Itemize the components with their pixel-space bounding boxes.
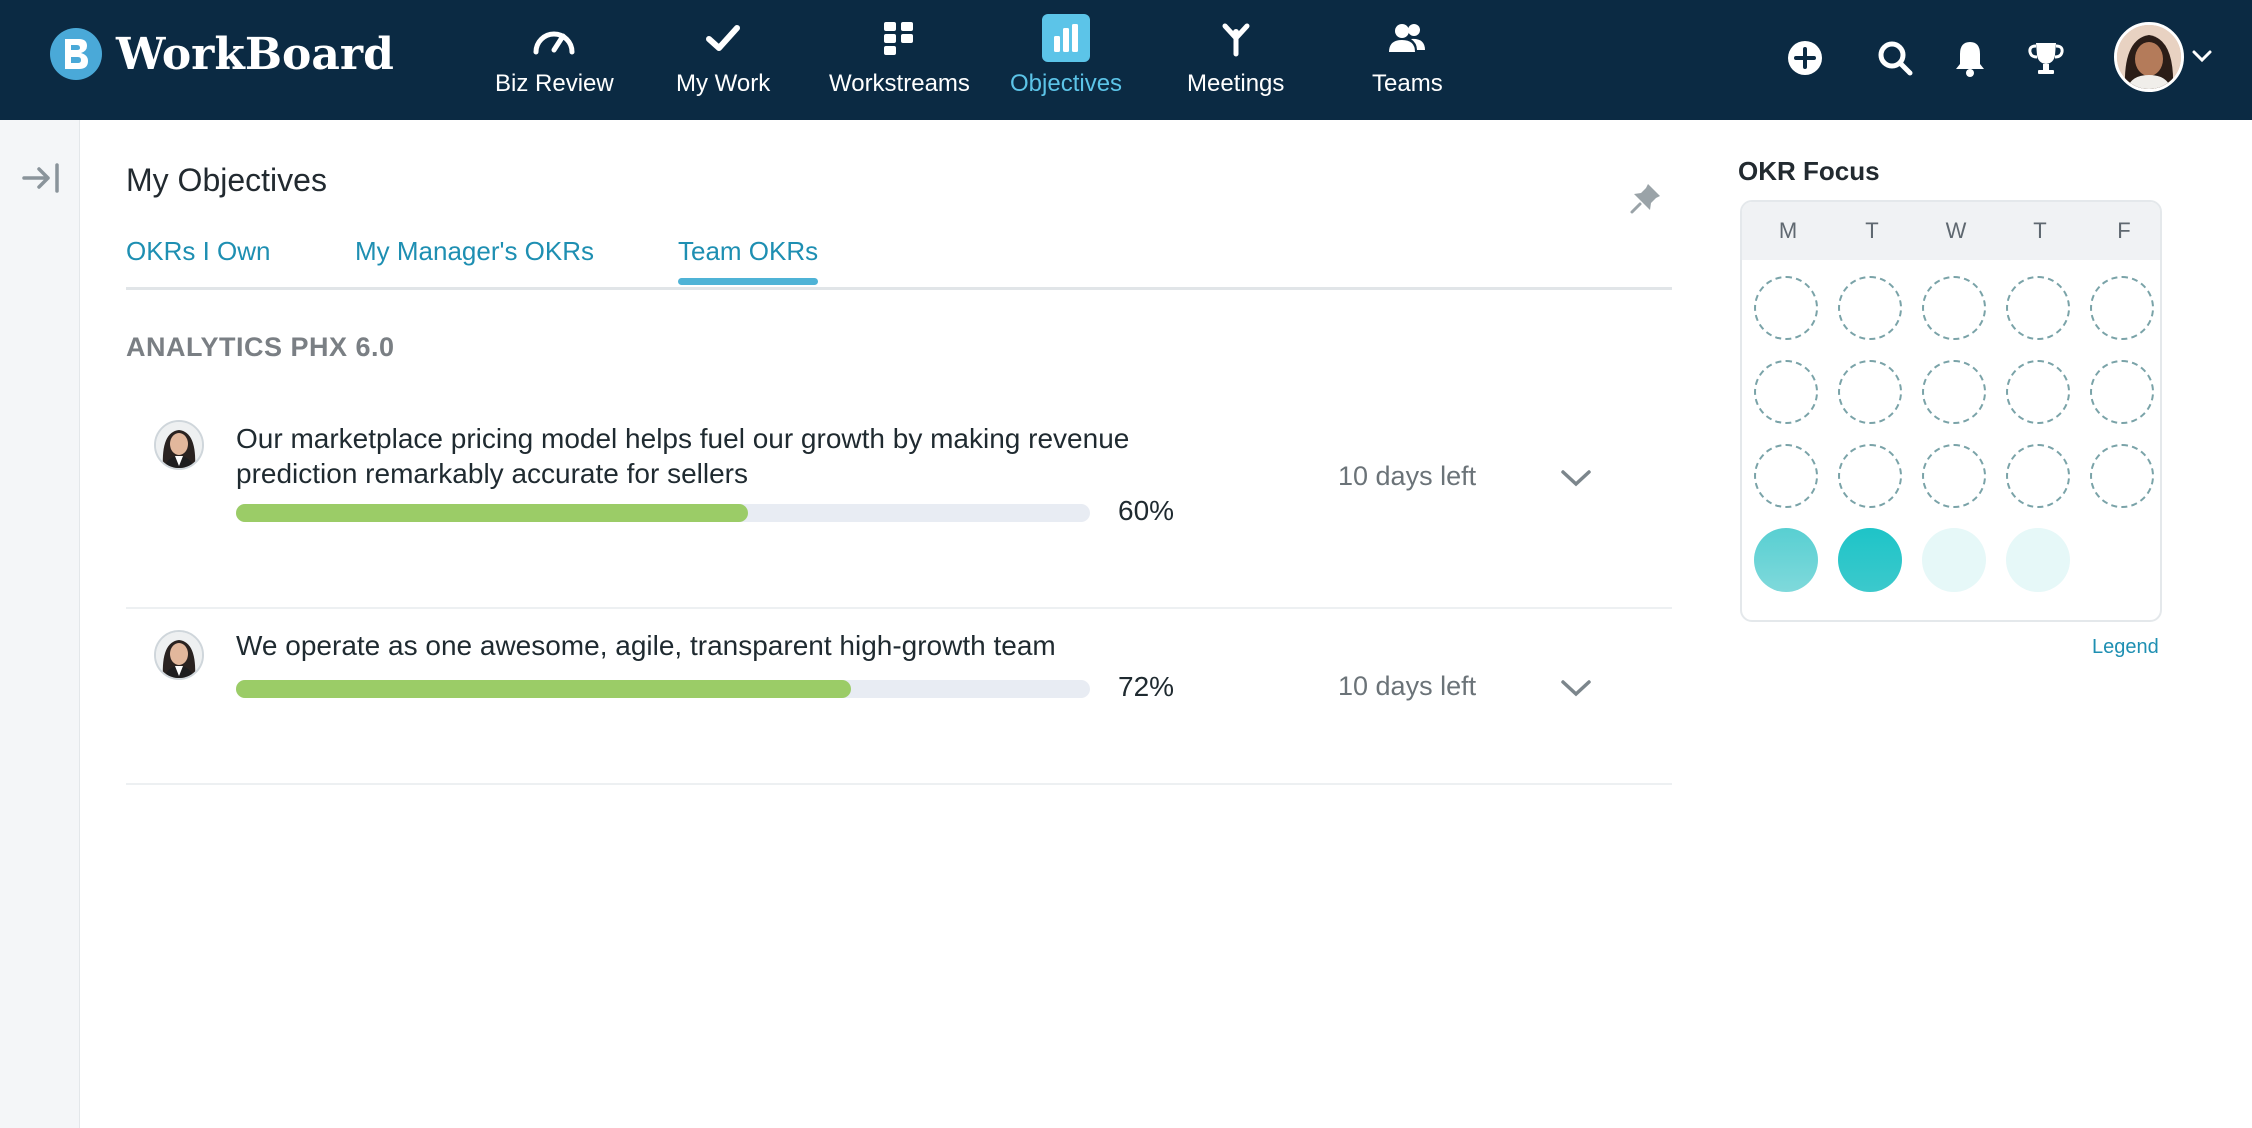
owner-avatar [154,420,204,470]
checkmark-icon [699,14,747,62]
weekday-label: M [1778,218,1798,243]
okr-tabs: OKRs I Own My Manager's OKRs Team OKRs [126,232,1672,290]
chevron-down-icon[interactable] [1558,466,1594,490]
progress-percent: 60% [1118,495,1175,526]
nav-label: Workstreams [829,70,970,97]
focus-day-empty[interactable] [1838,360,1902,424]
focus-day-empty[interactable] [1838,276,1902,340]
tab-team-okrs[interactable]: Team OKRs [678,236,819,285]
trophy-icon[interactable] [2024,36,2068,80]
row-divider [126,607,1672,609]
objective-row[interactable]: Our marketplace pricing model helps fuel… [126,418,1672,588]
days-left: 10 days left [1338,671,1477,701]
app-logo[interactable]: WorkBoard [50,26,394,82]
progress-bar [236,680,1090,698]
page-title: My Objectives [126,162,327,198]
focus-day-light[interactable] [1922,528,1986,592]
focus-day-empty[interactable] [1922,360,1986,424]
objective-text[interactable]: Our marketplace pricing model helps fuel… [236,423,1130,489]
okr-focus-title: OKR Focus [1738,156,1880,186]
focus-day-empty[interactable] [2090,276,2154,340]
workboard-logo-icon [50,28,102,80]
progress-fill [236,504,749,522]
nav-workstreams[interactable]: Workstreams [829,14,970,104]
nav-my-work[interactable]: My Work [676,14,770,104]
chevron-down-icon[interactable] [2190,44,2214,68]
nav-meetings[interactable]: Meetings [1187,14,1284,104]
focus-day-light[interactable] [2006,528,2070,592]
nav-label: Objectives [1010,70,1123,97]
focus-day-empty[interactable] [2006,444,2070,508]
nav-teams[interactable]: Teams [1372,14,1443,104]
nav-label: Teams [1372,70,1443,97]
focus-day-medium[interactable] [1754,528,1818,592]
row-divider [126,783,1672,785]
focus-day-empty[interactable] [1754,444,1818,508]
weekday-header: M T W T F [1742,202,2160,260]
objective-row[interactable]: We operate as one awesome, agile, transp… [126,628,1672,768]
meetings-fork-icon [1212,14,1260,62]
expand-sidebar-icon[interactable] [22,160,62,196]
nav-label: My Work [676,70,771,97]
weekday-label: W [1945,218,1967,243]
okr-focus-calendar: M T W T F [1740,200,2162,622]
pin-icon[interactable] [1628,180,1664,216]
nav-objectives[interactable]: Objectives [1010,14,1122,104]
section-title: ANALYTICS PHX 6.0 [126,332,395,362]
tab-okrs-i-own[interactable]: OKRs I Own [126,236,271,266]
user-avatar[interactable] [2114,22,2184,92]
chevron-down-icon[interactable] [1558,676,1594,700]
progress-bar [236,504,1090,522]
weekday-label: T [2033,218,2047,243]
top-navigation-bar: WorkBoard Biz Review My Work [0,0,2252,120]
weekday-label: F [2117,218,2131,243]
people-icon [1383,14,1431,62]
nav-biz-review[interactable]: Biz Review [495,14,614,104]
focus-day-strong[interactable] [1838,528,1902,592]
focus-day-empty[interactable] [2090,360,2154,424]
progress-fill [236,680,851,698]
focus-day-empty[interactable] [1754,276,1818,340]
focus-day-empty[interactable] [2090,444,2154,508]
search-icon[interactable] [1873,36,1917,80]
weekday-label: T [1865,218,1879,243]
nav-label: Meetings [1187,70,1285,97]
focus-day-empty[interactable] [1838,444,1902,508]
objective-text[interactable]: We operate as one awesome, agile, transp… [236,630,1056,661]
legend-link[interactable]: Legend [2092,636,2159,658]
app-name: WorkBoard [116,28,394,80]
focus-day-empty[interactable] [2006,360,2070,424]
bell-icon[interactable] [1948,36,1992,80]
owner-avatar [154,630,204,680]
gauge-icon [530,14,578,62]
focus-day-empty[interactable] [1754,360,1818,424]
tab-my-managers-okrs[interactable]: My Manager's OKRs [355,236,595,266]
bar-chart-icon [1042,14,1091,62]
workstreams-grid-icon [875,14,923,62]
add-circle-icon[interactable] [1783,36,1827,80]
focus-day-empty[interactable] [1922,276,1986,340]
progress-percent: 72% [1118,671,1175,702]
days-left: 10 days left [1338,461,1477,491]
focus-day-empty[interactable] [2006,276,2070,340]
focus-day-empty[interactable] [1922,444,1986,508]
nav-label: Biz Review [495,70,614,97]
left-rail [0,120,80,1128]
